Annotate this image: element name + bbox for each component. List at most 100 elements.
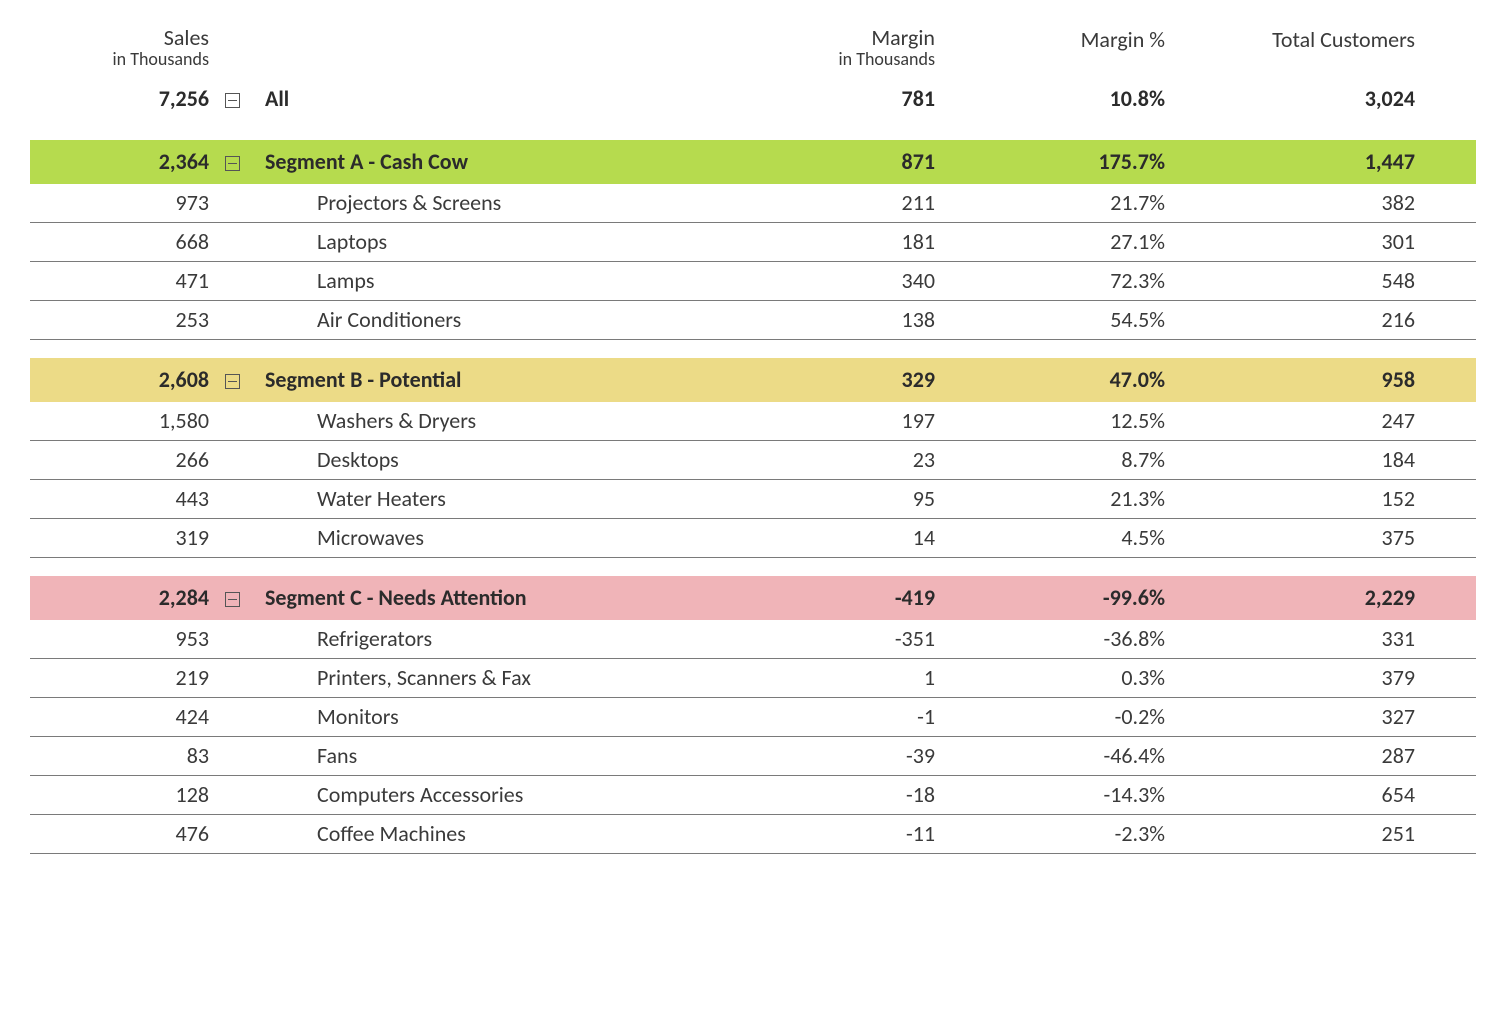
detail-label[interactable]: Projectors & Screens: [265, 189, 735, 216]
detail-marginpct: 12.5%: [935, 407, 1165, 434]
total-label[interactable]: All: [265, 85, 735, 112]
segment-margin: -419: [735, 584, 935, 611]
detail-sales: 319: [30, 524, 215, 551]
segment-toggle[interactable]: [215, 584, 265, 611]
detail-marginpct: -14.3%: [935, 781, 1165, 808]
segment-label[interactable]: Segment A - Cash Cow: [265, 148, 735, 175]
detail-margin: 1: [735, 664, 935, 691]
total-sales: 7,256: [30, 85, 215, 112]
segment-margin: 329: [735, 366, 935, 393]
detail-customers: 251: [1165, 820, 1425, 847]
detail-customers: 301: [1165, 228, 1425, 255]
detail-row: 1,580Washers & Dryers19712.5%247: [30, 402, 1476, 441]
detail-customers: 654: [1165, 781, 1425, 808]
detail-label[interactable]: Air Conditioners: [265, 306, 735, 333]
collapse-icon: [225, 93, 240, 108]
detail-sales: 443: [30, 485, 215, 512]
detail-customers: 247: [1165, 407, 1425, 434]
segment-customers: 958: [1165, 366, 1425, 393]
header-sales: Sales in Thousands: [30, 26, 215, 70]
header-sales-sublabel: in Thousands: [30, 50, 209, 70]
detail-customers: 548: [1165, 267, 1425, 294]
detail-label[interactable]: Refrigerators: [265, 625, 735, 652]
detail-marginpct: 8.7%: [935, 446, 1165, 473]
header-customers-label: Total Customers: [1165, 26, 1415, 53]
detail-label[interactable]: Computers Accessories: [265, 781, 735, 808]
detail-marginpct: -2.3%: [935, 820, 1165, 847]
detail-customers: 331: [1165, 625, 1425, 652]
collapse-icon: [225, 374, 240, 389]
detail-row: 253Air Conditioners13854.5%216: [30, 301, 1476, 340]
detail-customers: 184: [1165, 446, 1425, 473]
detail-row: 266Desktops238.7%184: [30, 441, 1476, 480]
segment-sales: 2,608: [30, 366, 215, 393]
header-margin: Margin in Thousands: [735, 26, 935, 70]
detail-marginpct: 21.7%: [935, 189, 1165, 216]
detail-row: 424Monitors-1-0.2%327: [30, 698, 1476, 737]
segment-marginpct: -99.6%: [935, 584, 1165, 611]
header-marginpct: Margin %: [935, 26, 1165, 53]
detail-sales: 668: [30, 228, 215, 255]
detail-margin: -39: [735, 742, 935, 769]
detail-margin: -351: [735, 625, 935, 652]
table-header-row: Sales in Thousands Margin in Thousands M…: [30, 20, 1476, 76]
segment-margin: 871: [735, 148, 935, 175]
detail-sales: 253: [30, 306, 215, 333]
detail-sales: 266: [30, 446, 215, 473]
detail-marginpct: 72.3%: [935, 267, 1165, 294]
detail-label[interactable]: Microwaves: [265, 524, 735, 551]
segment-toggle[interactable]: [215, 148, 265, 175]
detail-marginpct: -0.2%: [935, 703, 1165, 730]
detail-label[interactable]: Printers, Scanners & Fax: [265, 664, 735, 691]
detail-label[interactable]: Washers & Dryers: [265, 407, 735, 434]
detail-customers: 287: [1165, 742, 1425, 769]
segment-header-row: 2,608Segment B - Potential32947.0%958: [30, 358, 1476, 402]
detail-margin: 138: [735, 306, 935, 333]
header-customers: Total Customers: [1165, 26, 1425, 53]
detail-margin: 340: [735, 267, 935, 294]
detail-row: 219 Printers, Scanners & Fax10.3%379: [30, 659, 1476, 698]
total-margin: 781: [735, 85, 935, 112]
detail-customers: 382: [1165, 189, 1425, 216]
detail-sales: 128: [30, 781, 215, 808]
detail-customers: 216: [1165, 306, 1425, 333]
segment-header-row: 2,364Segment A - Cash Cow871175.7%1,447: [30, 140, 1476, 184]
detail-label[interactable]: Fans: [265, 742, 735, 769]
detail-sales: 83: [30, 742, 215, 769]
detail-margin: 181: [735, 228, 935, 255]
total-row: 7,256 All 781 10.8% 3,024: [30, 76, 1476, 122]
detail-sales: 476: [30, 820, 215, 847]
detail-label[interactable]: Desktops: [265, 446, 735, 473]
detail-marginpct: 21.3%: [935, 485, 1165, 512]
detail-customers: 379: [1165, 664, 1425, 691]
segment-label[interactable]: Segment B - Potential: [265, 366, 735, 393]
segment-toggle[interactable]: [215, 366, 265, 393]
detail-label[interactable]: Monitors: [265, 703, 735, 730]
detail-row: 953Refrigerators-351-36.8%331: [30, 620, 1476, 659]
detail-marginpct: -46.4%: [935, 742, 1165, 769]
detail-customers: 327: [1165, 703, 1425, 730]
detail-row: 83 Fans-39-46.4%287: [30, 737, 1476, 776]
collapse-icon: [225, 156, 240, 171]
collapse-icon: [225, 592, 240, 607]
segment-marginpct: 175.7%: [935, 148, 1165, 175]
segment-label[interactable]: Segment C - Needs Attention: [265, 584, 735, 611]
detail-sales: 219: [30, 664, 215, 691]
total-toggle[interactable]: [215, 85, 265, 112]
detail-label[interactable]: Water Heaters: [265, 485, 735, 512]
segment-spacer: [30, 122, 1476, 140]
detail-label[interactable]: Laptops: [265, 228, 735, 255]
detail-label[interactable]: Coffee Machines: [265, 820, 735, 847]
detail-label[interactable]: Lamps: [265, 267, 735, 294]
detail-customers: 152: [1165, 485, 1425, 512]
detail-sales: 471: [30, 267, 215, 294]
segments-container: 2,364Segment A - Cash Cow871175.7%1,447 9…: [30, 122, 1476, 854]
detail-marginpct: 27.1%: [935, 228, 1165, 255]
total-customers: 3,024: [1165, 85, 1425, 112]
detail-row: 668 Laptops18127.1%301: [30, 223, 1476, 262]
segment-report-table: Sales in Thousands Margin in Thousands M…: [0, 0, 1506, 894]
segment-spacer: [30, 340, 1476, 358]
segment-spacer: [30, 558, 1476, 576]
detail-row: 476Coffee Machines-11-2.3%251: [30, 815, 1476, 854]
detail-marginpct: 0.3%: [935, 664, 1165, 691]
